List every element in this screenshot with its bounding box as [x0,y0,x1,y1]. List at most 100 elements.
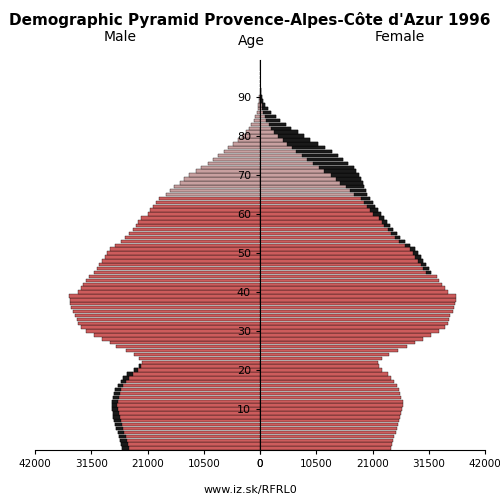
Bar [260,252,418,254]
Bar [196,170,260,173]
Bar [260,142,318,146]
Bar [125,236,260,239]
Bar [264,111,271,114]
Bar [94,271,260,274]
Bar [260,174,359,176]
Bar [287,142,318,146]
Bar [260,240,404,243]
Bar [260,337,424,340]
Bar [370,208,378,212]
Bar [134,353,260,356]
Bar [116,345,260,348]
Bar [260,306,454,310]
Bar [122,446,129,450]
Bar [260,423,398,426]
Bar [260,322,448,325]
Bar [260,259,424,262]
Bar [112,408,118,410]
Bar [127,372,132,376]
Bar [118,431,124,434]
Bar [395,236,400,239]
Bar [141,216,260,220]
Bar [258,107,260,110]
Bar [148,212,260,216]
Bar [246,130,260,134]
Bar [364,200,372,204]
Bar [260,326,445,329]
Bar [80,326,260,329]
Bar [260,178,360,180]
Bar [112,404,260,407]
Bar [70,302,260,306]
Bar [120,380,260,384]
Bar [180,181,260,184]
Bar [72,310,260,313]
Bar [260,286,445,290]
Bar [120,438,126,442]
Bar [260,438,394,442]
Bar [424,267,428,270]
Bar [94,334,260,336]
Bar [312,162,348,165]
Bar [120,442,260,446]
Bar [260,408,402,410]
Bar [410,248,416,251]
Bar [260,154,338,157]
Bar [156,200,260,204]
Bar [260,236,400,239]
Text: Female: Female [374,30,424,44]
Bar [86,278,260,282]
Bar [260,193,367,196]
Bar [384,224,390,228]
Bar [260,400,402,403]
Bar [260,204,375,208]
Bar [100,263,260,266]
Bar [124,376,260,380]
Bar [112,400,117,403]
Bar [114,392,260,395]
Bar [260,212,380,216]
Bar [307,158,343,161]
Bar [416,256,420,258]
Bar [260,220,387,224]
Bar [367,204,375,208]
Bar [228,146,260,150]
Bar [426,271,432,274]
Bar [102,337,260,340]
Bar [77,318,260,321]
Bar [116,427,123,430]
Bar [346,185,364,188]
Bar [260,216,384,220]
Bar [260,197,370,200]
Bar [260,185,364,188]
Bar [116,427,260,430]
Bar [319,166,354,169]
Bar [260,96,262,98]
Bar [78,290,260,294]
Bar [116,388,120,391]
Bar [260,364,379,368]
Bar [72,306,260,310]
Bar [78,322,260,325]
Bar [80,286,260,290]
Text: Male: Male [104,30,137,44]
Bar [112,412,119,414]
Bar [112,400,260,403]
Bar [113,415,260,418]
Bar [260,446,391,450]
Bar [260,349,398,352]
Bar [265,115,276,118]
Bar [302,154,338,157]
Bar [260,263,426,266]
Bar [174,185,260,188]
Bar [260,388,400,391]
Bar [136,224,260,228]
Bar [83,282,260,286]
Bar [218,154,260,157]
Bar [271,126,291,130]
Bar [260,134,304,138]
Bar [233,142,260,146]
Bar [274,130,297,134]
Bar [114,392,119,395]
Bar [260,170,356,173]
